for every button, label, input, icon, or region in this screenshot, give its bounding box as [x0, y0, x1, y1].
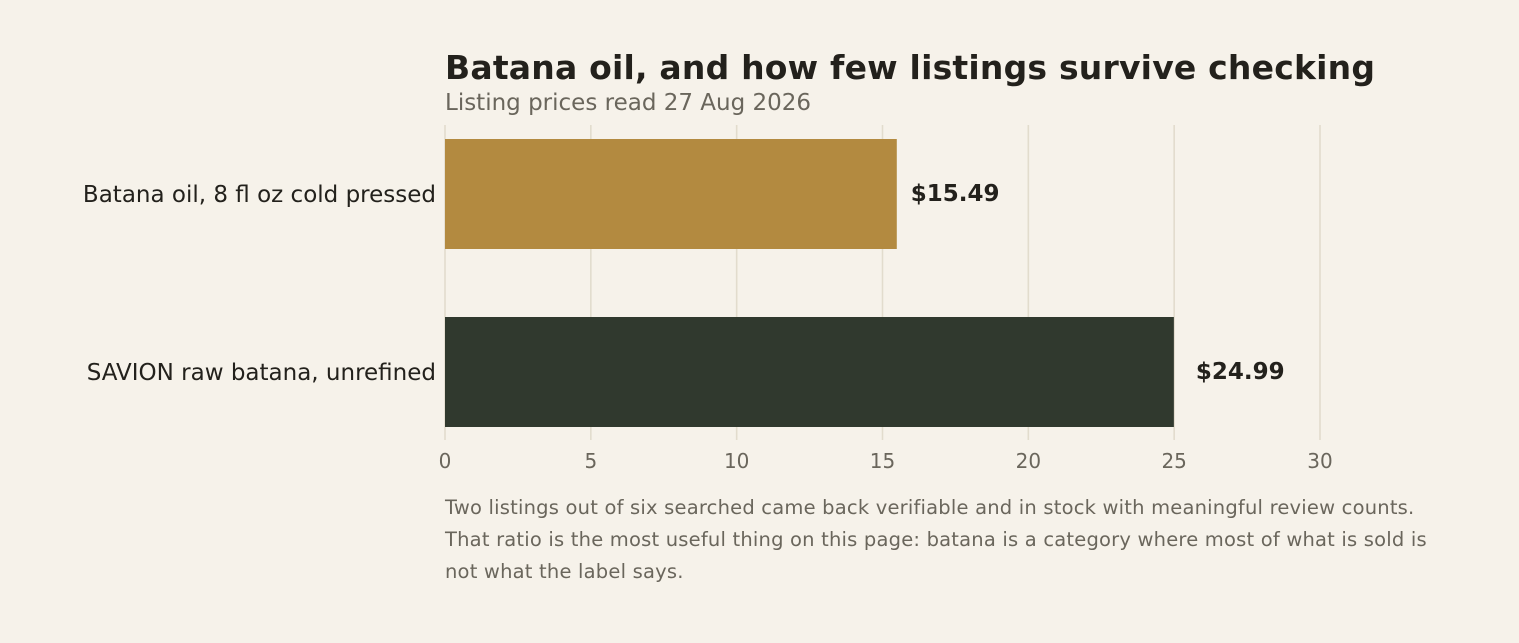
- x-tick-label: 30: [1307, 449, 1332, 473]
- x-tick-label: 5: [584, 449, 597, 473]
- labels: 0 5 10 15 20 25 30 Batana oil, 8 fl oz cold pre…: [83, 181, 1333, 473]
- category-label: Batana oil, 8 fl oz cold pressed: [83, 182, 436, 208]
- bar: [445, 317, 1174, 427]
- x-tick-label: 15: [870, 449, 895, 473]
- bars: [445, 139, 1174, 427]
- x-tick-label: 20: [1016, 449, 1041, 473]
- value-label: $24.99: [1196, 359, 1285, 385]
- value-label: $15.49: [911, 181, 1000, 207]
- chart-title: Batana oil, and how few listings survive…: [445, 48, 1376, 87]
- chart-subtitle: Listing prices read 27 Aug 2026: [445, 90, 812, 116]
- category-label: SAVION raw batana, unrefined: [87, 360, 436, 386]
- chart-footnote: Two listings out of six searched came ba…: [445, 496, 1427, 583]
- x-tick-label: 10: [724, 449, 749, 473]
- x-tick-label: 0: [439, 449, 452, 473]
- bar: [445, 139, 897, 249]
- x-tick-label: 25: [1161, 449, 1186, 473]
